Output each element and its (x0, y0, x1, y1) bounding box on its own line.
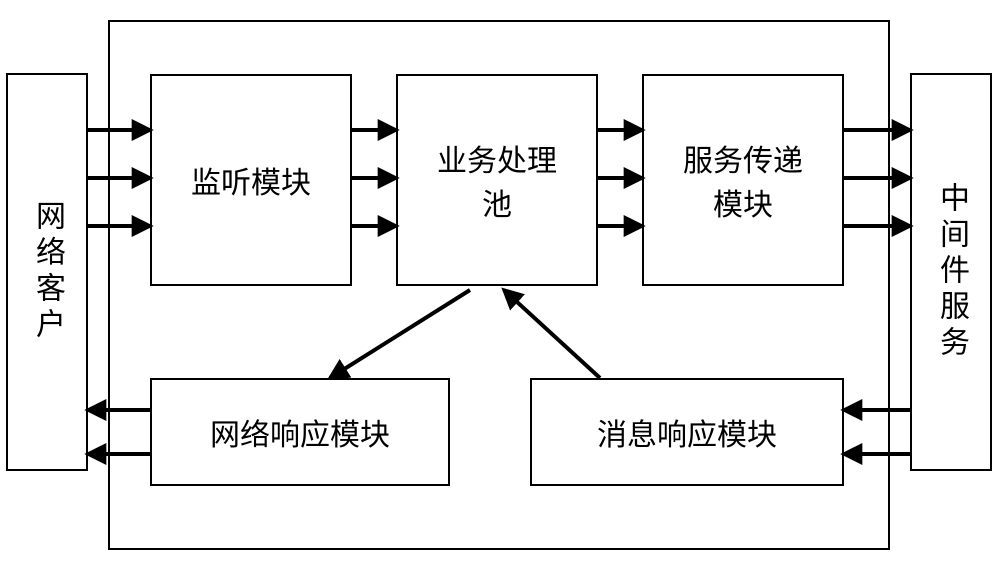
box-middleware-service: 中间件服务 (910, 73, 992, 471)
box-network-response: 网络响应模块 (150, 378, 450, 486)
box-business-pool: 业务处理池 (396, 74, 598, 286)
box-message-response: 消息响应模块 (530, 378, 844, 486)
box-network-client: 网络客户 (6, 73, 88, 471)
label-middleware-service: 中间件服务 (929, 182, 973, 362)
box-service-delivery: 服务传递模块 (642, 74, 844, 286)
label-business-pool: 业务处理池 (428, 136, 566, 224)
box-listen-module: 监听模块 (150, 74, 352, 286)
label-message-response: 消息响应模块 (597, 410, 777, 454)
label-network-response: 网络响应模块 (210, 410, 390, 454)
label-network-client: 网络客户 (25, 200, 69, 344)
label-service-delivery: 服务传递模块 (674, 136, 812, 224)
label-listen-module: 监听模块 (191, 158, 311, 202)
